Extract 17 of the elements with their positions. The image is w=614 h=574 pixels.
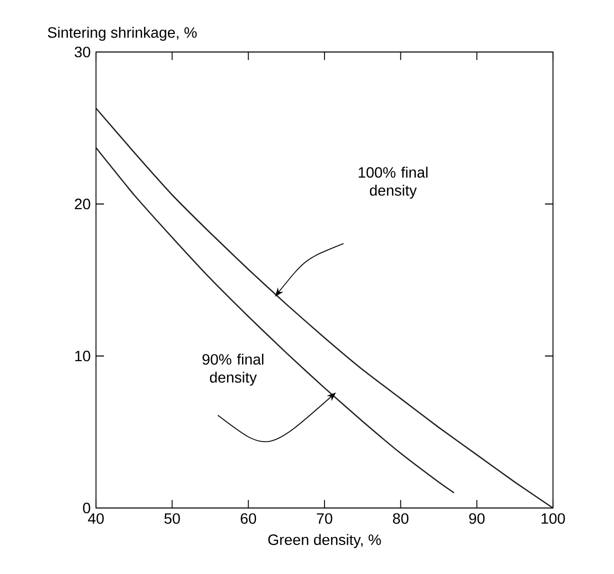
y-axis-title: Sintering shrinkage, % bbox=[48, 26, 197, 41]
y-tick-label: 0 bbox=[83, 502, 90, 514]
y-tick-label: 30 bbox=[74, 46, 90, 58]
line-series bbox=[96, 147, 455, 494]
line-series bbox=[96, 108, 553, 508]
annotation: 90% final density bbox=[202, 354, 264, 386]
x-tick-label: 80 bbox=[392, 513, 408, 524]
x-tick-label: 40 bbox=[88, 513, 104, 524]
x-tick-label: 60 bbox=[240, 513, 256, 524]
y-tick-label: 10 bbox=[75, 350, 90, 362]
y-tick-label: 20 bbox=[74, 198, 90, 210]
x-tick-label: 50 bbox=[164, 513, 180, 524]
x-axis-title: Green density, % bbox=[268, 534, 381, 548]
x-tick-label: 70 bbox=[316, 513, 332, 524]
annotation: 100% final density bbox=[358, 166, 428, 199]
x-tick-label: 90 bbox=[469, 513, 485, 524]
x-tick-label: 100 bbox=[542, 513, 565, 524]
